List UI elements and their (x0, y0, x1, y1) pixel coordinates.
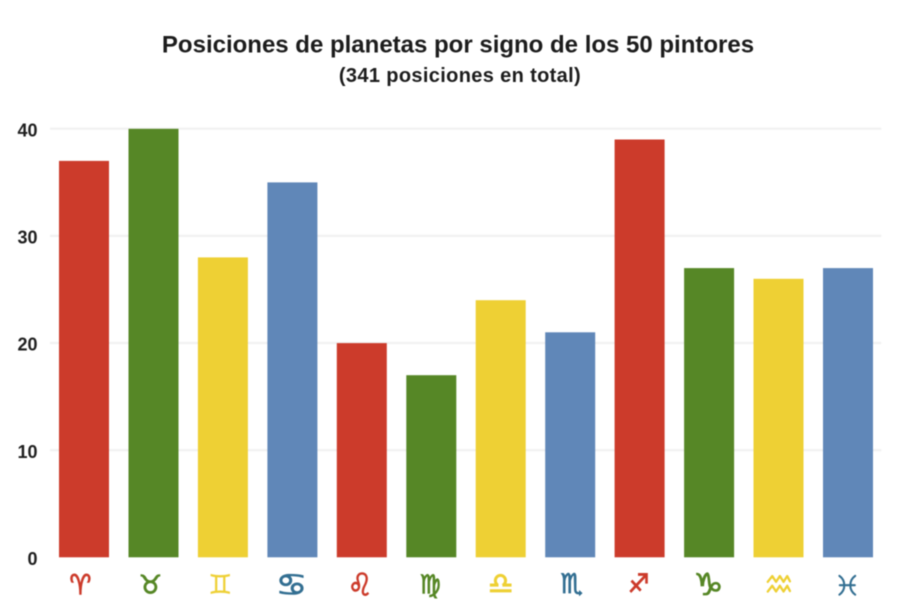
svg-text:10: 10 (17, 442, 37, 462)
svg-text:40: 40 (17, 120, 37, 140)
svg-text:Posiciones de planetas por sig: Posiciones de planetas por signo de los … (162, 31, 754, 58)
svg-text:(341 posiciones en total): (341 posiciones en total) (339, 65, 581, 87)
svg-text:30: 30 (17, 228, 37, 248)
svg-text:0: 0 (27, 549, 37, 569)
svg-text:20: 20 (17, 335, 37, 355)
